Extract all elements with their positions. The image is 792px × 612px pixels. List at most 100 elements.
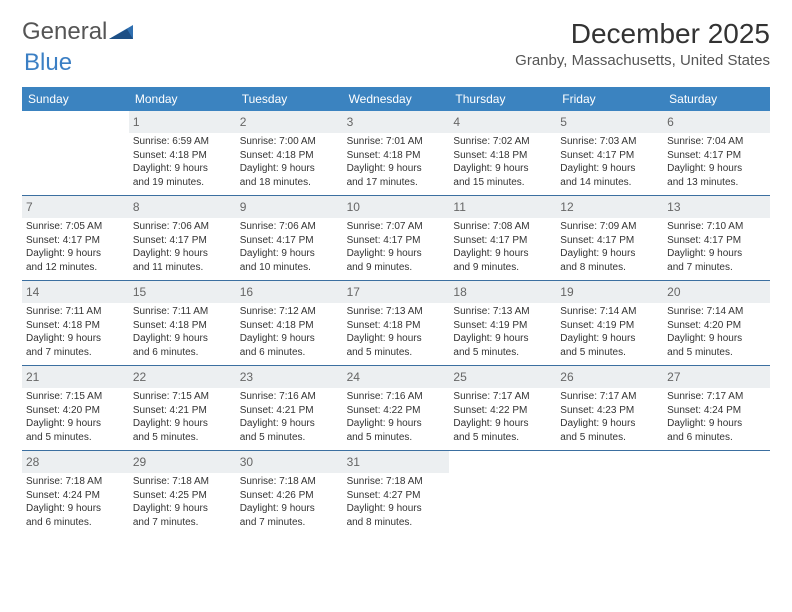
day-cell: 5Sunrise: 7:03 AMSunset: 4:17 PMDaylight… [556,111,663,195]
daylight-text: and 6 minutes. [133,346,232,360]
daylight-text: Daylight: 9 hours [240,502,339,516]
sunrise-text: Sunrise: 7:14 AM [667,305,766,319]
daylight-text: and 5 minutes. [240,431,339,445]
sunset-text: Sunset: 4:20 PM [667,319,766,333]
day-number: 5 [560,115,567,129]
daylight-text: Daylight: 9 hours [240,162,339,176]
daylight-text: and 15 minutes. [453,176,552,190]
sunrise-text: Sunrise: 7:11 AM [26,305,125,319]
day-cell: 17 Sunrise: 7:13 AMSunset: 4:18 PMDayligh… [343,281,450,365]
daylight-text: Daylight: 9 hours [560,162,659,176]
day-cell: 15Sunrise: 7:11 AMSunset: 4:18 PMDayligh… [129,281,236,365]
sunset-text: Sunset: 4:18 PM [453,149,552,163]
daynum-row: 14 [22,281,129,303]
daylight-text: and 7 minutes. [26,346,125,360]
day-cell: 12Sunrise: 7:09 AMSunset: 4:17 PMDayligh… [556,196,663,280]
day-cell: 10Sunrise: 7:07 AMSunset: 4:17 PMDayligh… [343,196,450,280]
day-cell: 11Sunrise: 7:08 AMSunset: 4:17 PMDayligh… [449,196,556,280]
sunrise-text: Sunrise: 7:01 AM [347,135,446,149]
sunrise-text: Sunrise: 7:15 AM [133,390,232,404]
sunset-text: Sunset: 4:18 PM [347,319,446,333]
sunset-text: Sunset: 4:19 PM [560,319,659,333]
daylight-text: Daylight: 9 hours [26,502,125,516]
daynum-row [22,111,129,115]
day-cell: 6Sunrise: 7:04 AMSunset: 4:17 PMDaylight… [663,111,770,195]
sunrise-text: Sunrise: 7:17 AM [453,390,552,404]
daylight-text: and 8 minutes. [560,261,659,275]
day-cell: 26Sunrise: 7:17 AMSunset: 4:23 PMDayligh… [556,366,663,450]
sunset-text: Sunset: 4:18 PM [133,149,232,163]
day-number: 20 [667,285,680,299]
day-cell: 7Sunrise: 7:05 AMSunset: 4:17 PMDaylight… [22,196,129,280]
sunrise-text: Sunrise: 7:18 AM [26,475,125,489]
sunset-text: Sunset: 4:20 PM [26,404,125,418]
sunset-text: Sunset: 4:24 PM [667,404,766,418]
daylight-text: and 5 minutes. [347,431,446,445]
logo-word2: Blue [24,49,72,76]
daylight-text: Daylight: 9 hours [667,247,766,261]
sunrise-text: Sunrise: 7:03 AM [560,135,659,149]
sunrise-text: Sunrise: 7:06 AM [133,220,232,234]
daylight-text: Daylight: 9 hours [453,247,552,261]
logo-word1: General [22,18,107,46]
daynum-row: 22 [129,366,236,388]
daynum-row: 25 [449,366,556,388]
daynum-row: 6 [663,111,770,133]
daynum-row: 17 [343,281,450,303]
sunrise-text: Sunrise: 7:13 AM [347,305,446,319]
sunset-text: Sunset: 4:17 PM [240,234,339,248]
daynum-row: 2 [236,111,343,133]
daynum-row: 1 [129,111,236,133]
daynum-row: 5 [556,111,663,133]
sunset-text: Sunset: 4:18 PM [240,319,339,333]
daylight-text: Daylight: 9 hours [240,417,339,431]
week-row: 1Sunrise: 6:59 AMSunset: 4:18 PMDaylight… [22,111,770,196]
empty-cell [663,451,770,535]
daynum-row: 31 [343,451,450,473]
daylight-text: Daylight: 9 hours [667,162,766,176]
daynum-row: 11 [449,196,556,218]
sunrise-text: Sunrise: 7:13 AM [453,305,552,319]
daylight-text: and 17 minutes. [347,176,446,190]
day-number: 22 [133,370,146,384]
daynum-row: 30 [236,451,343,473]
sunrise-text: Sunrise: 7:05 AM [26,220,125,234]
weekday-header: SundayMondayTuesdayWednesdayThursdayFrid… [22,87,770,111]
day-cell: 21Sunrise: 7:15 AMSunset: 4:20 PMDayligh… [22,366,129,450]
sunrise-text: Sunrise: 7:17 AM [667,390,766,404]
sunrise-text: Sunrise: 7:10 AM [667,220,766,234]
sunrise-text: Sunrise: 7:18 AM [133,475,232,489]
daynum-row: 3 [343,111,450,133]
daylight-text: Daylight: 9 hours [453,162,552,176]
sunrise-text: Sunrise: 7:02 AM [453,135,552,149]
day-number: 14 [26,285,39,299]
day-number: 29 [133,455,146,469]
day-number: 11 [453,200,465,214]
day-number: 2 [240,115,247,129]
day-cell: 25Sunrise: 7:17 AMSunset: 4:22 PMDayligh… [449,366,556,450]
daylight-text: and 5 minutes. [667,346,766,360]
daylight-text: Daylight: 9 hours [133,162,232,176]
empty-cell [556,451,663,535]
daylight-text: Daylight: 9 hours [240,332,339,346]
daynum-row [449,451,556,455]
calendar: SundayMondayTuesdayWednesdayThursdayFrid… [22,87,770,535]
sunrise-text: Sunrise: 7:04 AM [667,135,766,149]
daylight-text: and 5 minutes. [347,346,446,360]
month-title: December 2025 [515,18,770,50]
daylight-text: and 19 minutes. [133,176,232,190]
daynum-row: 20 [663,281,770,303]
daylight-text: and 5 minutes. [26,431,125,445]
daylight-text: and 18 minutes. [240,176,339,190]
sunset-text: Sunset: 4:23 PM [560,404,659,418]
day-cell: 9Sunrise: 7:06 AMSunset: 4:17 PMDaylight… [236,196,343,280]
day-cell: 19Sunrise: 7:14 AMSunset: 4:19 PMDayligh… [556,281,663,365]
daynum-row: 16 [236,281,343,303]
sunset-text: Sunset: 4:18 PM [347,149,446,163]
daylight-text: Daylight: 9 hours [347,332,446,346]
daynum-row: 19 [556,281,663,303]
day-cell: 16Sunrise: 7:12 AMSunset: 4:18 PMDayligh… [236,281,343,365]
day-cell: 1Sunrise: 6:59 AMSunset: 4:18 PMDaylight… [129,111,236,195]
daynum-row: 21 [22,366,129,388]
sunset-text: Sunset: 4:17 PM [667,234,766,248]
